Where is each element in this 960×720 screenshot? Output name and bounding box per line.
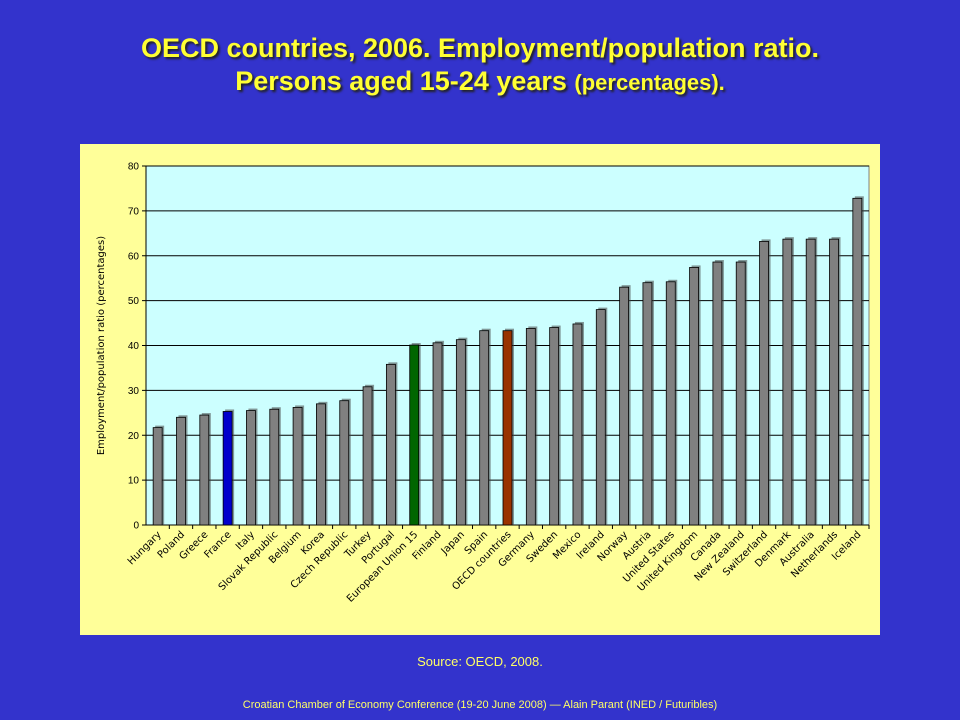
y-tick-label: 40 (128, 341, 140, 352)
y-tick-label: 50 (128, 296, 140, 307)
y-axis-label: Employment/population ratio (percentages… (96, 236, 107, 455)
x-tick-label: Japan (439, 529, 467, 557)
bar-chart: 0 10 20 30 40 50 60 70 80 Employment/population r… (96, 162, 870, 605)
bar-norway (619, 286, 630, 526)
bar-turkey (362, 386, 373, 526)
title-line-1: OECD countries, 2006. Employment/populat… (140, 33, 820, 63)
bar-spain (479, 330, 490, 526)
bar-denmark (782, 238, 793, 526)
bar-oecd-countries (502, 330, 513, 526)
y-tick-label: 0 (133, 521, 139, 532)
bar-european-union-15 (409, 344, 420, 526)
bar-ireland (595, 309, 606, 526)
bar-poland (176, 416, 186, 526)
y-tick-label: 70 (128, 206, 140, 217)
bar-france (222, 411, 233, 526)
bar-japan (455, 339, 466, 526)
bar-switzerland (759, 240, 769, 526)
bar-australia (805, 238, 816, 526)
x-tick-label: Hungary (126, 529, 164, 567)
chart-title-block: OECD countries, 2006. Employment/populat… (0, 32, 960, 99)
bar-greece (199, 414, 210, 526)
title-line-2-main: Persons aged 15-24 years (235, 66, 575, 96)
footer-credit: Croatian Chamber of Economy Conference (… (242, 699, 718, 711)
y-tick-label: 20 (128, 431, 140, 442)
y-tick-label: 80 (128, 162, 140, 173)
bar-iceland (852, 197, 863, 526)
source-note: Source: OECD, 2008. (417, 654, 543, 669)
y-tick-label: 10 (128, 476, 140, 487)
bar-united-kingdom (689, 267, 699, 526)
bar-united-states (665, 281, 676, 526)
bar-canada (712, 261, 723, 526)
title-line-2-small: (percentages). (574, 70, 725, 95)
bar-hungary (152, 427, 163, 526)
bar-slovak-republic (269, 408, 280, 526)
y-tick-label: 60 (128, 251, 140, 262)
title-line-2: Persons aged 15-24 years (percentages). (0, 65, 960, 99)
bar-mexico (572, 323, 583, 526)
bar-italy (246, 410, 256, 526)
bar-netherlands (829, 238, 839, 526)
bar-korea (316, 403, 326, 526)
bar-finland (432, 342, 443, 526)
bar-new-zealand (735, 261, 746, 526)
bar-czech-republic (339, 400, 350, 526)
bar-belgium (292, 407, 303, 526)
bar-sweden (549, 327, 560, 526)
y-tick-label: 30 (128, 386, 140, 397)
bar-austria (642, 282, 653, 526)
bar-germany (525, 328, 536, 526)
chart-frame: 0 10 20 30 40 50 60 70 80 Employment/population r… (80, 144, 880, 635)
bar-portugal (385, 363, 396, 526)
